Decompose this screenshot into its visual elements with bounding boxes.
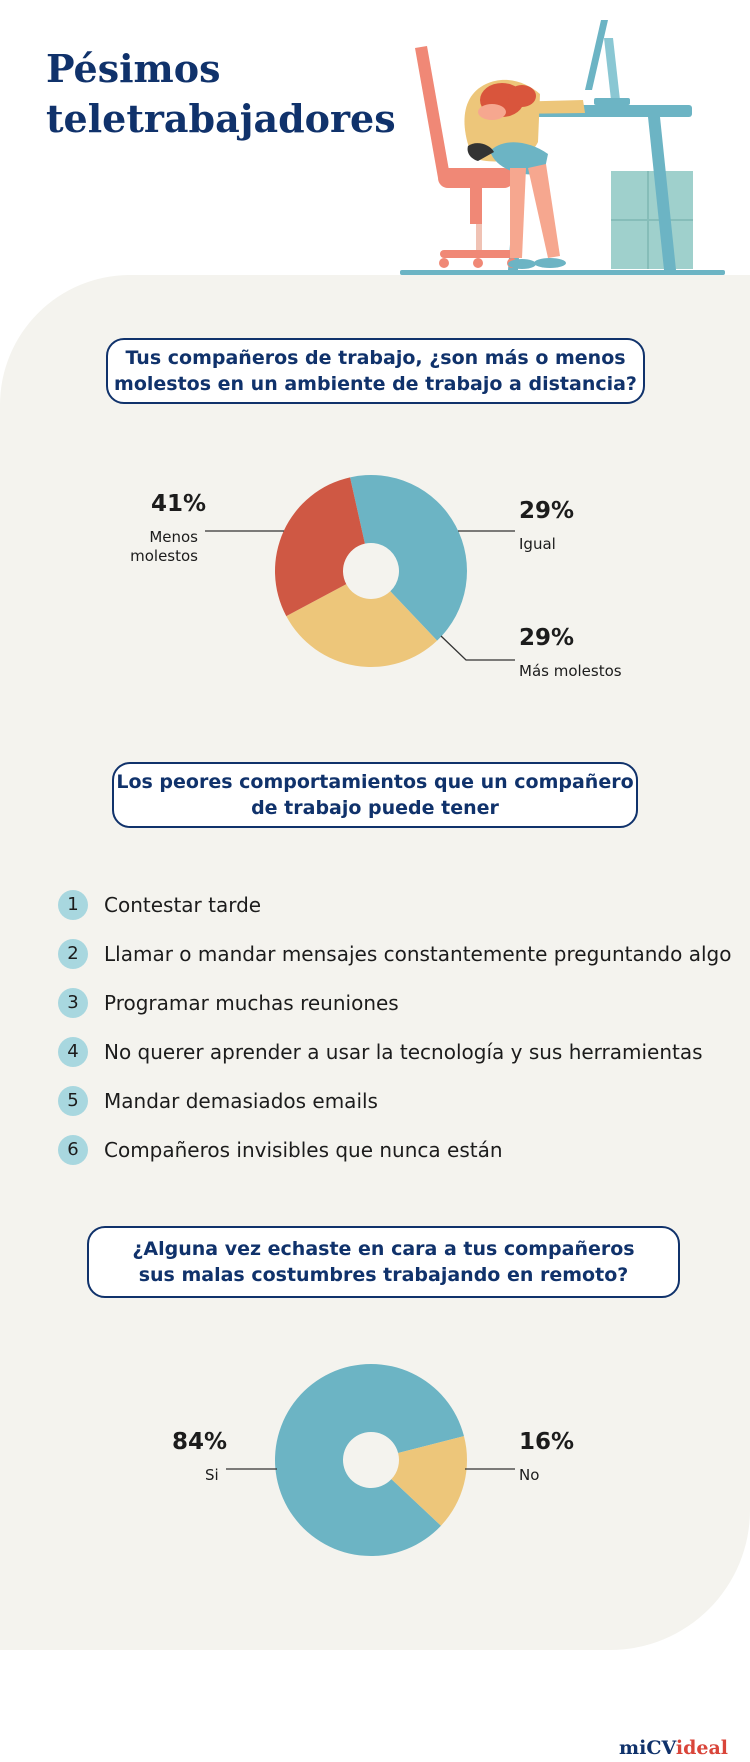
menos-molestos-label: Menos molestos: [118, 528, 198, 566]
mas-molestos-percentage: 29%: [519, 625, 575, 651]
micvideal-logo: miCVideal: [619, 1737, 728, 1759]
behavior-text: Mandar demasiados emails: [104, 1088, 378, 1113]
mas-molestos-label: Más molestos: [519, 662, 622, 680]
question-1-line-2: molestos en un ambiente de trabajo a dis…: [114, 373, 637, 395]
question-2-line-1: Los peores comportamientos que un compañ…: [116, 771, 634, 793]
rank-badge: 3: [58, 987, 88, 1018]
rank-badge: 1: [58, 889, 88, 920]
question-box-confrontation: ¿Alguna vez echaste en cara a tus compañ…: [87, 1226, 680, 1298]
question-1-line-1: Tus compañeros de trabajo, ¿son más o me…: [125, 347, 626, 369]
behavior-text: Programar muchas reuniones: [104, 990, 399, 1015]
rank-badge: 5: [58, 1085, 88, 1116]
title-line-2: teletrabajadores: [46, 96, 396, 141]
behaviors-list: 1 Contestar tarde 2 Llamar o mandar mensaj…: [58, 880, 731, 1174]
list-item: 2 Llamar o mandar mensajes constantemente…: [58, 929, 731, 978]
si-percentage: 84%: [172, 1429, 228, 1455]
logo-part-2: ideal: [675, 1737, 728, 1759]
list-item: 3 Programar muchas reuniones: [58, 978, 731, 1027]
list-item: 5 Mandar demasiados emails: [58, 1076, 731, 1125]
question-3-line-1: ¿Alguna vez echaste en cara a tus compañ…: [132, 1238, 635, 1260]
rank-badge: 4: [58, 1036, 88, 1067]
si-label: Si: [205, 1466, 219, 1484]
menos-label-line-1: Menos: [149, 528, 198, 546]
no-label: No: [519, 1466, 540, 1484]
question-2-line-2: de trabajo puede tener: [251, 797, 499, 819]
rank-badge: 2: [58, 938, 88, 969]
question-3-line-2: sus malas costumbres trabajando en remot…: [138, 1264, 629, 1286]
behavior-text: Llamar o mandar mensajes constantemente …: [104, 941, 732, 966]
question-box-annoyance: Tus compañeros de trabajo, ¿son más o me…: [106, 338, 645, 404]
list-item: 1 Contestar tarde: [58, 880, 731, 929]
behavior-text: Compañeros invisibles que nunca están: [104, 1137, 503, 1162]
igual-label: Igual: [519, 535, 556, 553]
behavior-text: No querer aprender a usar la tecnología …: [104, 1039, 703, 1064]
no-percentage: 16%: [519, 1429, 575, 1455]
list-item: 6 Compañeros invisibles que nunca están: [58, 1125, 731, 1174]
question-box-behaviors: Los peores comportamientos que un compañ…: [112, 762, 638, 828]
page-title: Pésimos teletrabajadores: [46, 44, 396, 144]
title-line-1: Pésimos: [46, 46, 221, 91]
behavior-text: Contestar tarde: [104, 892, 262, 917]
rank-badge: 6: [58, 1134, 88, 1165]
igual-percentage: 29%: [519, 498, 575, 524]
menos-molestos-percentage: 41%: [151, 491, 207, 517]
menos-label-line-2: molestos: [130, 547, 198, 565]
logo-part-1: miCV: [619, 1737, 676, 1759]
tired-worker-illustration: [400, 20, 725, 275]
list-item: 4 No querer aprender a usar la tecnología…: [58, 1027, 731, 1076]
